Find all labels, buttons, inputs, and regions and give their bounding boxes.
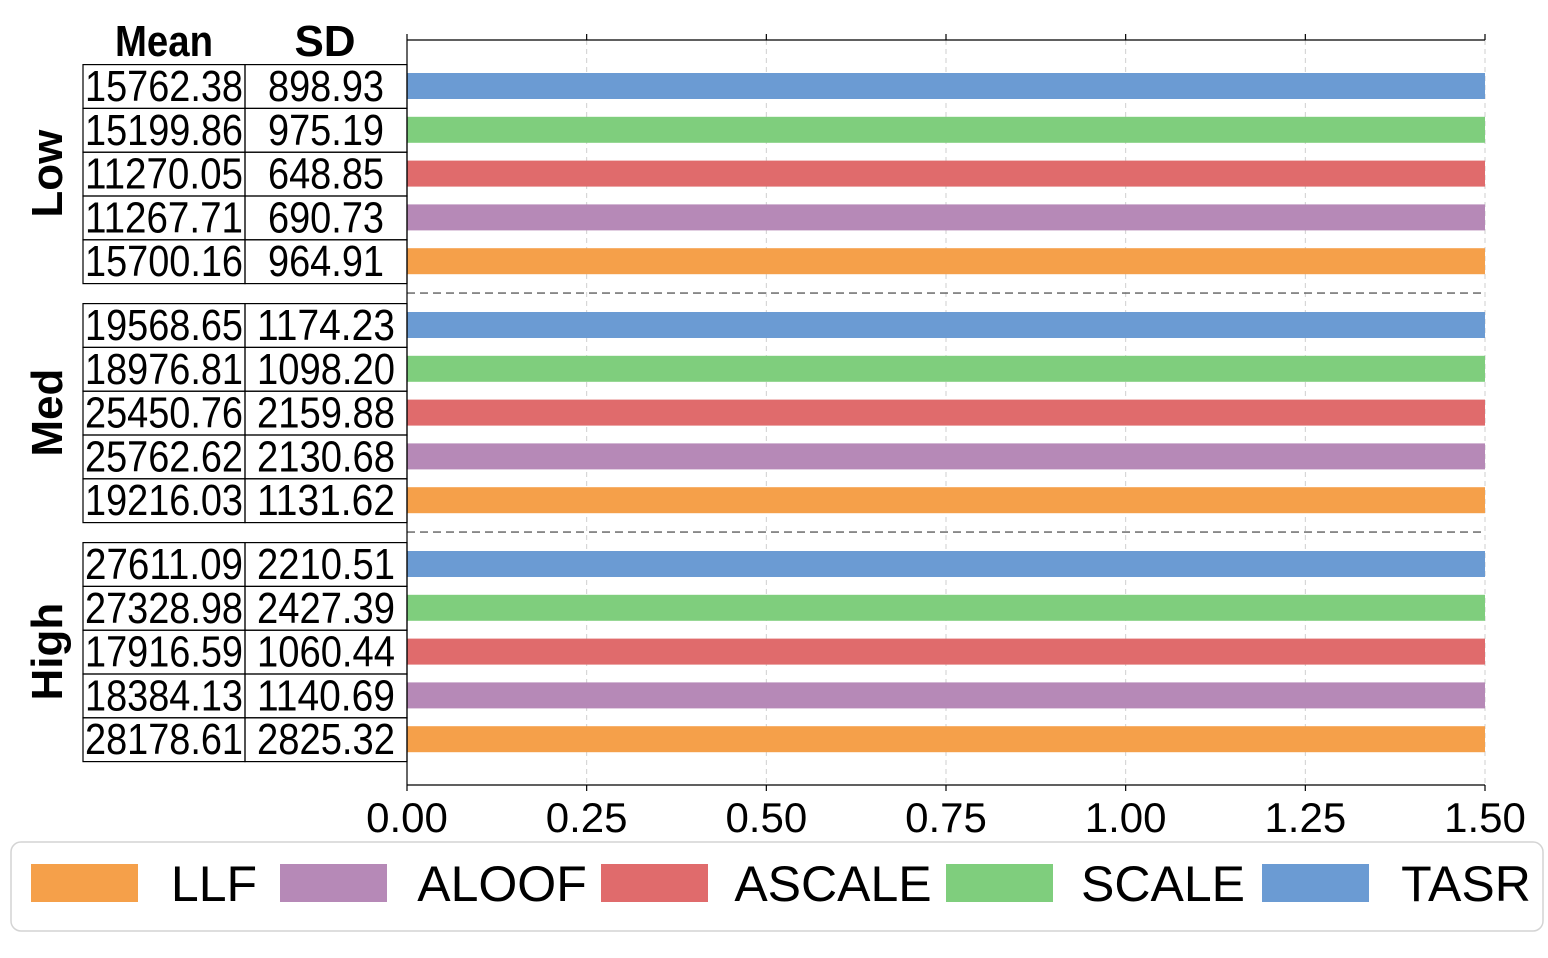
legend-swatch-tasr [1262,864,1369,902]
bar-low-llf [407,248,1485,275]
table-mean-value: 18976.81 [85,345,243,394]
x-tick-label: 0.25 [546,794,628,841]
stats-table: 15762.38 898.93 15199.86 975.19 11270.05 648.… [82,62,408,764]
legend-swatch-scale [946,864,1053,902]
x-tick-label: 1.00 [1085,794,1167,841]
bar-med-llf [407,487,1485,514]
legend-box [10,841,1544,932]
bar-med-ascale [407,399,1485,426]
table-mean-value: 11270.05 [85,150,243,199]
x-tick-label: 1.25 [1264,794,1346,841]
table-mean-value: 19568.65 [85,301,243,350]
table-sd-value: 898.93 [268,62,384,111]
header-sd: SD [294,17,355,66]
x-axis-ticks: 0.00 0.25 0.50 0.75 1.00 1.25 1.50 [366,34,1526,841]
table-mean-value: 25450.76 [85,389,243,438]
bar-high-aloof [407,682,1485,709]
table-sd-value: 648.85 [268,150,384,199]
legend-label-llf: LLF [171,856,257,912]
legend-label-tasr: TASR [1401,856,1531,912]
legend-label-aloof: ALOOF [417,856,586,912]
table-cell-sd [244,717,408,763]
table-sd-value: 690.73 [268,193,384,242]
legend-swatch-ascale [601,864,708,902]
legend-label-scale: SCALE [1081,856,1245,912]
table-mean-value: 18384.13 [85,671,243,720]
x-tick-label: 0.00 [366,794,448,841]
table-cell-sd [244,239,408,285]
legend-label-ascale: ASCALE [734,856,931,912]
table-mean-value: 27328.98 [85,584,243,633]
group-label-med: Med [23,369,72,457]
bar-high-llf [407,726,1485,753]
table-sd-value: 1098.20 [257,345,395,394]
table-mean-value: 15700.16 [85,237,243,286]
group-label-high: High [23,603,72,701]
bar-high-tasr [407,551,1485,577]
group-label-low: Low [23,129,72,218]
x-tick-label: 0.50 [725,794,807,841]
table-sd-value: 2427.39 [257,584,395,633]
header-mean: Mean [115,17,213,66]
table-sd-value: 2210.51 [257,540,395,589]
legend-swatch-aloof [280,864,387,902]
table-header: Mean SD [115,17,356,66]
legend-swatch-llf [31,864,138,902]
table-mean-value: 27611.09 [85,540,243,589]
bar-med-aloof [407,443,1485,470]
bar-high-ascale [407,638,1485,665]
table-sd-value: 1140.69 [257,671,395,720]
x-tick-label: 1.50 [1444,794,1526,841]
table-mean-value: 11267.71 [85,193,243,242]
table-sd-value: 964.91 [268,237,384,286]
bars [407,73,1485,753]
table-sd-value: 1060.44 [257,628,395,677]
table-mean-value: 15199.86 [85,106,243,155]
table-sd-value: 2159.88 [257,389,395,438]
table-mean-value: 19216.03 [85,476,243,525]
bar-med-tasr [407,312,1485,338]
group-labels: Low Med High [23,129,72,701]
table-sd-value: 1131.62 [257,476,395,525]
bar-low-ascale [407,160,1485,187]
bar-med-scale [407,355,1485,382]
table-mean-value: 17916.59 [85,628,243,677]
legend: LLF ALOOF ASCALE SCALE TASR [10,841,1544,932]
table-mean-value: 25762.62 [85,432,243,481]
table-sd-value: 2825.32 [257,715,395,764]
table-sd-value: 975.19 [268,106,384,155]
bar-high-scale [407,594,1485,621]
bar-low-scale [407,116,1485,143]
table-mean-value: 28178.61 [85,715,243,764]
table-cell-sd [244,478,408,524]
table-sd-value: 1174.23 [257,301,395,350]
table-sd-value: 2130.68 [257,432,395,481]
table-mean-value: 15762.38 [85,62,243,111]
bar-low-tasr [407,73,1485,99]
x-tick-label: 0.75 [905,794,987,841]
bar-low-aloof [407,204,1485,231]
